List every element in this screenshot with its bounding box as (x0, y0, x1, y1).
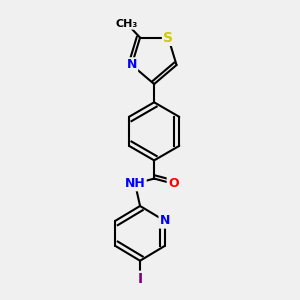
Text: O: O (168, 177, 178, 190)
Text: CH₃: CH₃ (116, 19, 138, 28)
Text: N: N (160, 214, 170, 227)
Text: NH: NH (125, 177, 146, 190)
Text: I: I (137, 272, 142, 286)
Text: S: S (163, 31, 173, 45)
Text: N: N (127, 58, 137, 71)
